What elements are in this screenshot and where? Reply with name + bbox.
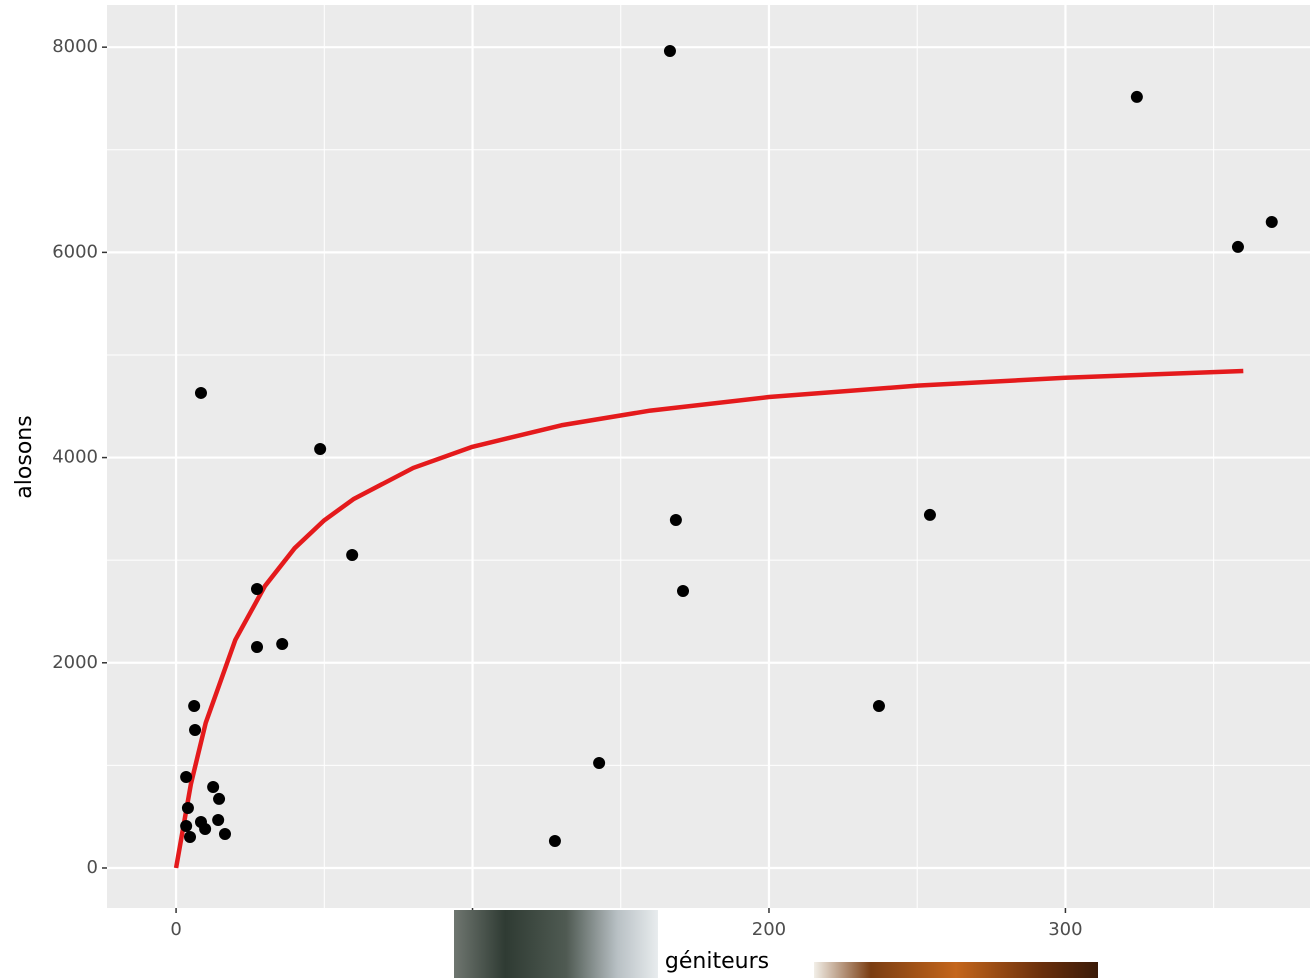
point (1232, 241, 1244, 253)
point (180, 771, 192, 783)
point (219, 828, 231, 840)
point (924, 509, 936, 521)
point (207, 781, 219, 793)
point (180, 820, 192, 832)
point (1131, 91, 1143, 103)
y-tick-label: 8000 (52, 36, 98, 57)
x-tick-label: 0 (170, 919, 181, 940)
point (188, 700, 200, 712)
point (213, 793, 225, 805)
y-tick-label: 0 (87, 857, 98, 878)
point (199, 823, 211, 835)
point (251, 641, 263, 653)
point (593, 757, 605, 769)
point (670, 514, 682, 526)
chart: 020004000600080000100200300 géniteurs al… (0, 0, 1310, 978)
x-tick-label: 300 (1048, 919, 1082, 940)
point (276, 638, 288, 650)
point (549, 835, 561, 847)
y-tick-label: 4000 (52, 447, 98, 468)
point (182, 802, 194, 814)
x-tick-label: 200 (752, 919, 786, 940)
point (677, 585, 689, 597)
point (195, 387, 207, 399)
point (184, 831, 196, 843)
y-axis-title: alosons (12, 415, 37, 498)
photo-thumbnail (814, 962, 1098, 978)
y-tick-label: 2000 (52, 652, 98, 673)
x-axis-title: géniteurs (665, 949, 769, 974)
point (1266, 216, 1278, 228)
point (346, 549, 358, 561)
y-tick-label: 6000 (52, 241, 98, 262)
point (189, 724, 201, 736)
point (212, 814, 224, 826)
point (314, 443, 326, 455)
point (664, 45, 676, 57)
point (251, 583, 263, 595)
point (873, 700, 885, 712)
photo-thumbnail (454, 910, 658, 978)
